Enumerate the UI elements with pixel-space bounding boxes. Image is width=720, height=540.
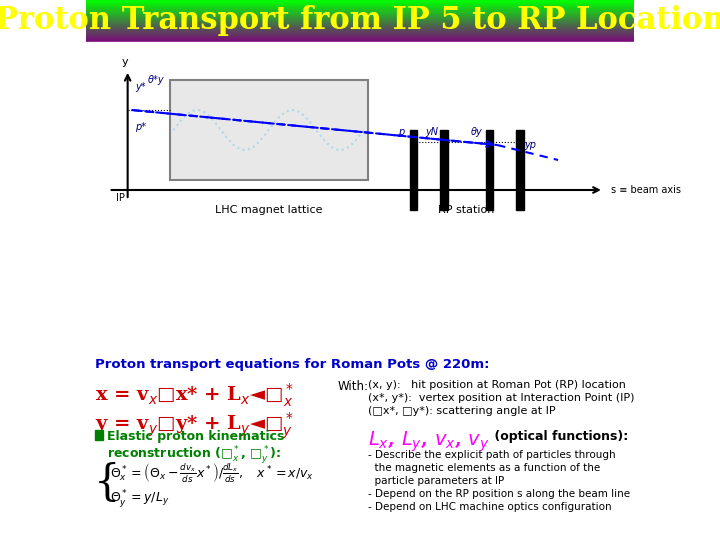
Bar xyxy=(86,17,634,19)
Bar xyxy=(86,4,634,5)
Text: y: y xyxy=(122,57,129,67)
Bar xyxy=(86,2,634,3)
Bar xyxy=(86,25,634,26)
Bar xyxy=(86,6,634,8)
Text: y = v$_y$□y* + L$_y$◄□$_y^*$: y = v$_y$□y* + L$_y$◄□$_y^*$ xyxy=(95,410,294,441)
Text: Elastic proton kinematics: Elastic proton kinematics xyxy=(107,430,284,443)
Bar xyxy=(86,37,634,39)
Text: s ≡ beam axis: s ≡ beam axis xyxy=(611,185,681,195)
Bar xyxy=(86,14,634,16)
Text: particle parameters at IP: particle parameters at IP xyxy=(368,476,504,486)
Bar xyxy=(86,23,634,24)
Bar xyxy=(169,80,368,180)
Text: Proton Transport from IP 5 to RP Location: Proton Transport from IP 5 to RP Locatio… xyxy=(0,5,720,37)
Bar xyxy=(86,7,634,9)
Bar xyxy=(440,130,448,210)
Text: reconstruction (□$_x^*$, □$_y^*$):: reconstruction (□$_x^*$, □$_y^*$): xyxy=(107,444,281,466)
Bar xyxy=(86,9,634,10)
Bar xyxy=(86,40,634,42)
Bar xyxy=(86,12,634,14)
Text: yN: yN xyxy=(425,127,438,137)
Text: (□x*, □y*): scattering angle at IP: (□x*, □y*): scattering angle at IP xyxy=(368,406,555,416)
Text: p: p xyxy=(398,127,404,137)
Bar xyxy=(86,42,634,345)
Bar xyxy=(86,8,634,10)
Bar xyxy=(86,36,634,38)
Bar xyxy=(86,29,634,30)
Text: (x*, y*):  vertex position at Interaction Point (IP): (x*, y*): vertex position at Interaction… xyxy=(368,393,634,403)
Bar xyxy=(86,34,634,36)
Text: $L_x$, $L_y$, $v_x$, $v_y$: $L_x$, $L_y$, $v_x$, $v_y$ xyxy=(368,430,490,455)
Bar xyxy=(86,18,634,20)
Bar xyxy=(86,13,634,15)
Bar xyxy=(86,33,634,35)
Bar xyxy=(86,0,634,1)
Bar xyxy=(86,11,634,12)
Text: Proton transport equations for Roman Pots @ 220m:: Proton transport equations for Roman Pot… xyxy=(95,358,490,371)
Text: {: { xyxy=(94,462,120,504)
Bar xyxy=(86,22,634,23)
Bar xyxy=(86,5,634,6)
Text: $\Theta_y^* = y / L_y$: $\Theta_y^* = y / L_y$ xyxy=(110,488,169,510)
Bar xyxy=(86,27,634,28)
Bar xyxy=(86,16,634,18)
Bar xyxy=(86,32,634,33)
Text: - Depend on the RP position s along the beam line: - Depend on the RP position s along the … xyxy=(368,489,630,499)
Text: - Describe the explicit path of particles through: - Describe the explicit path of particle… xyxy=(368,450,616,460)
Bar xyxy=(86,35,634,37)
Bar xyxy=(86,31,634,32)
Bar xyxy=(486,130,493,210)
Bar xyxy=(516,130,523,210)
Bar xyxy=(410,130,417,210)
Text: IP: IP xyxy=(116,193,125,203)
Bar xyxy=(86,15,634,17)
Text: θy: θy xyxy=(470,127,482,137)
Text: RP station: RP station xyxy=(438,205,495,215)
Text: With:: With: xyxy=(337,380,368,393)
Text: - Depend on LHC machine optics configuration: - Depend on LHC machine optics configura… xyxy=(368,502,611,512)
Bar xyxy=(86,28,634,29)
Bar xyxy=(86,26,634,28)
Bar xyxy=(86,30,634,31)
Text: LHC magnet lattice: LHC magnet lattice xyxy=(215,205,323,215)
Bar xyxy=(86,10,634,11)
Bar xyxy=(86,1,634,2)
Text: θ*y: θ*y xyxy=(148,75,165,85)
Text: (optical functions):: (optical functions): xyxy=(490,430,628,443)
Text: y*: y* xyxy=(135,82,146,92)
Bar xyxy=(86,19,634,21)
Text: x = v$_x$□x* + L$_x$◄□$_x^*$: x = v$_x$□x* + L$_x$◄□$_x^*$ xyxy=(95,382,294,409)
Bar xyxy=(95,430,102,440)
Bar xyxy=(86,24,634,25)
Bar xyxy=(86,39,634,41)
Text: $\Theta_x^* = \left(\Theta_x - \frac{dv_x}{ds}x^*\right)/\frac{dL_x}{ds},$   $x^: $\Theta_x^* = \left(\Theta_x - \frac{dv_… xyxy=(110,462,315,485)
Bar xyxy=(86,21,634,22)
Bar xyxy=(86,38,634,40)
Text: p*: p* xyxy=(135,122,146,132)
Text: (x, y):   hit position at Roman Pot (RP) location: (x, y): hit position at Roman Pot (RP) l… xyxy=(368,380,626,390)
Text: the magnetic elements as a function of the: the magnetic elements as a function of t… xyxy=(368,463,600,473)
Bar xyxy=(86,3,634,4)
Text: yp: yp xyxy=(523,140,536,150)
